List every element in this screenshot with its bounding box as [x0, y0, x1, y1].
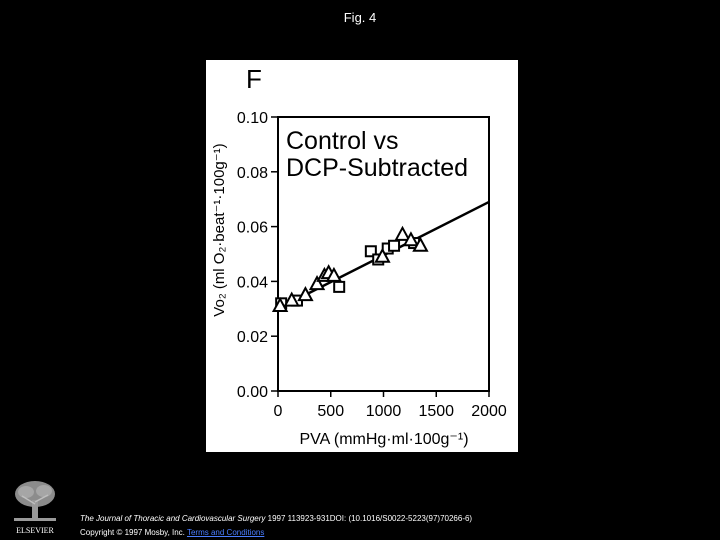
ticks: 0.00 0.02 0.04 0.06 0.08 0.10 0 500 1000 1500 2000 [237, 110, 507, 420]
journal-name: The Journal of Thoracic and Cardiovascul… [80, 514, 266, 523]
copyright-text: Copyright © 1997 Mosby, Inc. [80, 528, 187, 537]
citation-details: 1997 113923-931DOI: (10.1016/S0022-5223(… [265, 514, 473, 523]
x-tick-label: 1500 [418, 403, 454, 420]
y-tick-label: 0.00 [237, 384, 268, 401]
point-dcp-subtracted [412, 236, 429, 252]
x-tick-label: 0 [274, 403, 283, 420]
y-tick-label: 0.08 [237, 165, 268, 182]
y-axis-label: Vo₂ (ml O₂·beat⁻¹·100g⁻¹) [211, 143, 228, 316]
y-tick-label: 0.10 [237, 110, 268, 127]
chart-title-line-2: DCP-Subtracted [286, 154, 468, 182]
y-tick-label: 0.02 [237, 329, 268, 346]
point-dcp-subtracted [325, 266, 343, 282]
y-tick-label: 0.04 [237, 274, 268, 291]
x-tick-label: 1000 [366, 403, 402, 420]
data-points [271, 225, 429, 313]
terms-link[interactable]: Terms and Conditions [186, 528, 265, 537]
x-axis-label: PVA (mmHg·ml·100g⁻¹) [299, 431, 468, 448]
point-dcp-subtracted [374, 247, 391, 263]
chart-title: Control vs DCP-Subtracted [286, 127, 468, 182]
tree-icon [14, 481, 56, 521]
point-dcp-subtracted [297, 286, 314, 302]
point-dcp-subtracted [394, 225, 411, 241]
citation: The Journal of Thoracic and Cardiovascul… [80, 514, 472, 523]
x-tick-label: 2000 [471, 403, 507, 420]
elsevier-logo: ELSEVIER [6, 478, 64, 536]
point-control [364, 245, 377, 258]
point-dcp-subtracted [271, 296, 289, 313]
point-dcp-subtracted [402, 231, 420, 247]
point-dcp-subtracted [308, 275, 326, 291]
y-tick-label: 0.06 [237, 220, 268, 237]
x-tick-label: 500 [317, 403, 344, 420]
elsevier-logo-text: ELSEVIER [16, 526, 54, 535]
scatter-chart: F Control vs DCP-Subtracted 0.00 0.02 0.04… [211, 64, 507, 448]
chart-title-line-1: Control vs [286, 127, 399, 155]
point-dcp-subtracted [283, 291, 300, 307]
panel-label: F [246, 64, 262, 94]
point-control [333, 280, 346, 293]
copyright: Copyright © 1997 Mosby, Inc. Terms and C… [80, 528, 264, 537]
point-control [388, 239, 401, 252]
slide-title: Fig. 4 [343, 10, 377, 25]
figure-panel: F Control vs DCP-Subtracted 0.00 0.02 0.04… [206, 60, 518, 452]
